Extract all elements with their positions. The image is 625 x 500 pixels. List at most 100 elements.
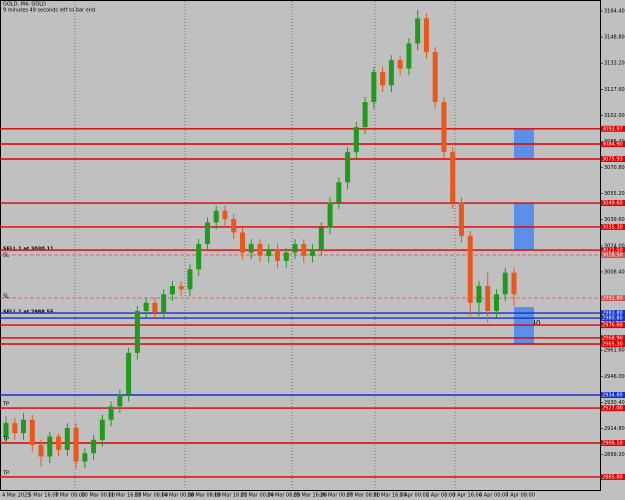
candle-body [441,102,447,153]
y-tick-label: 2930.40 [604,400,625,406]
price-tag-label: 2992.80 [602,296,623,302]
candle-body [64,428,70,450]
candle-body [362,102,368,128]
candle-body [467,235,473,303]
candle-body [56,436,62,450]
y-tick-label: 3102.00 [604,113,625,119]
candle-body [73,428,79,462]
candle-body [178,285,184,290]
candle-body [502,272,508,295]
price-tag [601,247,625,254]
candle-body [231,219,237,233]
candle-body [143,302,149,312]
price-tag [601,140,625,147]
price-tag [601,341,625,348]
x-tick-label: 4 Mar 2025 [2,493,31,499]
candle-body [380,71,386,86]
candle-body [450,152,456,203]
candle-body [29,419,35,445]
price-tag-label: 2983.80 [602,311,623,317]
y-tick-label: 2914.80 [604,426,625,432]
price-tag-label: 3075.93 [602,156,623,162]
y-tick-label: 3039.60 [604,217,625,223]
tp-label: TP [2,402,9,408]
candle-body [432,51,438,103]
candle-body [336,182,342,203]
price-tag [601,252,625,259]
price-tag [601,405,625,412]
x-tick-label: 11 Mar 16:00 [108,493,141,499]
candle-body [485,285,491,312]
y-tick-label: 3055.20 [604,191,625,197]
candle-body [91,439,97,454]
x-tick-label: 26 Mar 00:00 [320,493,353,499]
candle-body [458,202,464,236]
candle-body [292,244,298,253]
candle-body [239,232,245,253]
x-tick-label: 3 Apr 16:00 [453,493,482,499]
y-tick-label: 3008.40 [604,269,625,275]
candle-body [327,202,333,228]
x-tick-label: 10 Mar 00:00 [82,493,115,499]
chart-title: GOLD, M4: GOLD [3,2,46,8]
candle-body [301,244,307,256]
candle-body [371,71,377,103]
session-separators [74,1,456,490]
candle-body [38,444,44,457]
price-tag-label: 2968.90 [602,335,623,341]
price-tag-label: 2885.80 [602,474,623,480]
candle-body [152,302,158,313]
candle-body [213,210,219,223]
price-tag-label: 3018.50 [602,253,623,259]
sl-label: SL [3,294,9,300]
price-tag-label: 2965.30 [602,342,623,348]
price-tag [601,440,625,447]
candle-body [222,210,228,220]
candle-body [493,294,499,312]
price-tag [601,155,625,162]
price-tag [601,334,625,341]
candle-body [511,272,517,295]
price-tag-label: 2980.80 [602,316,623,322]
candle-body [345,152,351,183]
x-tick-label: 7 Mar 08:00 [55,493,85,499]
candle-body [134,311,140,353]
y-tick-label: 3148.80 [604,35,625,41]
price-tag-label: 2906.10 [602,441,623,447]
candle-body [99,419,105,440]
x-tick-label: 19 Mar 16:00 [214,493,247,499]
x-tick-label: 18 Mar 08:00 [188,493,221,499]
x-tick-label: 1 Apr 00:00 [400,493,429,499]
x-tick-label: 31 Mar 16:00 [373,493,406,499]
price-tag-label: 3084.90 [602,141,623,147]
candle-body [406,43,412,69]
y-tick-label: 3133.20 [604,61,625,67]
x-tick-label: 4 Apr 00:00 [479,493,508,499]
candle-body [318,227,324,250]
candle-body [3,423,9,437]
x-tick-label: 14 Mar 00:00 [161,493,194,499]
candle-body [415,18,421,44]
price-tag [601,315,625,322]
x-tick-label: 5 Mar 16:00 [29,493,59,499]
y-tick-label: 3070.80 [604,165,625,171]
candle-body [196,244,202,270]
sl-label: SL [3,253,9,259]
price-tag [601,223,625,230]
y-tick-label: 3164.40 [604,9,625,15]
candle-body [248,244,254,253]
candle-body [283,252,289,261]
x-tick-label: 27 Mar 08:00 [347,493,380,499]
price-tag-label: 2927.00 [602,406,623,412]
price-tag [601,392,625,399]
candle-body [82,453,88,462]
x-tick-label: 7 Apr 08:00 [506,493,535,499]
candle-body [388,60,394,86]
x-tick-label: 2 Apr 08:00 [426,493,455,499]
y-tick-label: 3117.60 [604,87,625,93]
candle-body [47,436,53,457]
candle-body [476,285,482,303]
price-tag [601,322,625,329]
plot-border [0,0,601,491]
